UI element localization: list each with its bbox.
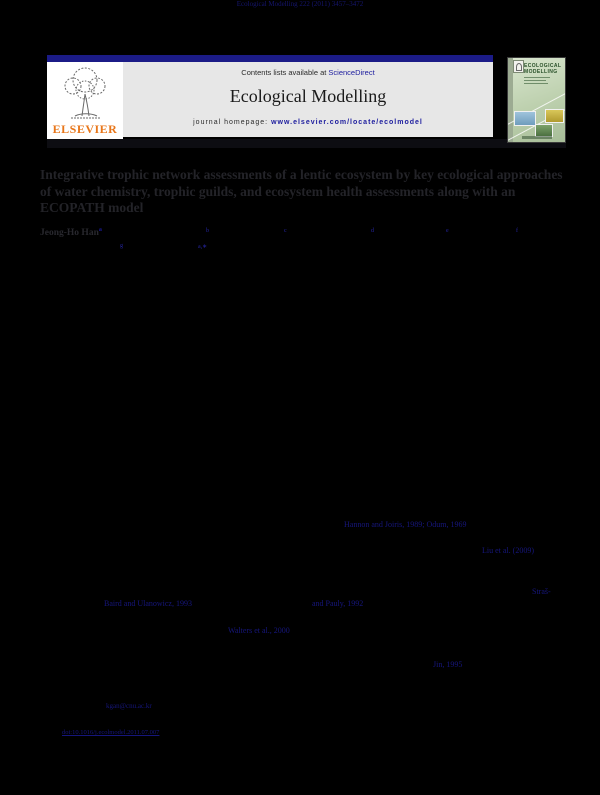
cover-editor-line [524,82,548,84]
cover-editor-line [524,79,546,81]
citation-link[interactable]: Walters et al., 2000 [228,626,290,635]
journal-homepage-link[interactable]: www.elsevier.com/locate/ecolmodel [271,119,423,126]
citation-link[interactable]: Jin, 1995 [433,660,463,669]
corresponding-author-mark[interactable]: a,∗ [198,244,208,250]
cover-title: ECOLOGICAL MODELLING [524,63,561,84]
elsevier-tree-icon [64,67,106,119]
cover-title-line1: ECOLOGICAL [524,63,562,69]
citation-link[interactable]: Baird and Ulanowicz, 1993 [104,599,192,608]
doi-link[interactable]: doi:10.1016/j.ecolmodel.2011.07.007 [62,729,160,736]
author-affiliation-mark[interactable]: g [120,243,123,249]
citation-link[interactable]: Hannon and Joiris, 1989; Odum, 1969 [344,520,467,529]
article-title: Integrative trophic network assessments … [40,167,563,215]
author-affiliation-mark[interactable]: e [446,228,449,234]
author-affiliation-mark[interactable]: a [98,227,102,233]
cover-photo-water [514,111,536,126]
author-affiliation-mark[interactable]: d [371,228,374,234]
journal-reference-line[interactable]: Ecological Modelling 222 (2011) 3457–347… [236,0,364,8]
cover-footer-text [522,136,552,139]
sciencedirect-link[interactable]: ScienceDirect [328,68,375,77]
author-affiliation-mark[interactable]: f [516,228,518,234]
author-affiliation-mark[interactable]: b [206,228,209,234]
cover-spine [508,58,513,142]
author-affiliation-mark[interactable]: c [284,228,287,234]
cover-photo-field [545,109,564,123]
citation-link[interactable]: Liu et al. (2009) [482,546,534,555]
journal-cover-thumbnail[interactable]: ECOLOGICAL MODELLING [507,57,566,143]
header-bottom-bar [47,139,566,148]
first-author-name: Jeong-Ho Hana [40,227,102,238]
journal-homepage-line: journal homepage: www.elsevier.com/locat… [123,119,493,126]
citation-link[interactable]: Straš- [532,587,551,596]
elsevier-logo-text: ELSEVIER [52,122,118,136]
header-top-bar [47,55,493,62]
elsevier-logo: ELSEVIER [47,62,123,140]
homepage-prefix-text: journal homepage: [193,119,272,126]
cover-elsevier-mark-icon [513,60,524,73]
journal-header-box: Contents lists available at ScienceDirec… [123,62,493,137]
corresponding-author-email-link[interactable]: kgan@cnu.ac.kr [106,702,152,710]
citation-link[interactable]: and Pauly, 1992 [312,599,364,608]
contents-prefix-text: Contents lists available at [241,68,329,77]
contents-list-line: Contents lists available at ScienceDirec… [123,68,493,77]
cover-editor-line [524,76,550,78]
cover-title-line2: MODELLING [524,69,558,75]
author-name-text: Jeong-Ho Han [40,228,99,239]
journal-title: Ecological Modelling [229,86,387,106]
